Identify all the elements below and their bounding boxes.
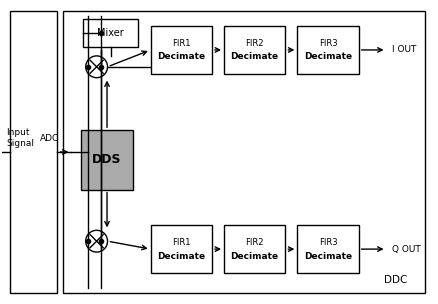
Text: Decimate: Decimate [231,251,279,261]
Text: FIR3: FIR3 [319,238,337,247]
Text: I OUT: I OUT [392,45,417,54]
Bar [83,19,138,47]
Text: FIR2: FIR2 [245,238,264,247]
Circle shape [86,56,107,78]
Bar [151,225,212,273]
Bar [297,26,359,74]
Text: Decimate: Decimate [157,251,205,261]
Text: FIR2: FIR2 [245,39,264,47]
Bar [10,11,57,293]
Text: Mixer: Mixer [97,28,124,38]
Bar [224,225,286,273]
Bar [297,225,359,273]
Text: Decimate: Decimate [304,251,352,261]
Text: FIR3: FIR3 [319,39,337,47]
Text: ADC: ADC [40,134,59,143]
Text: Decimate: Decimate [231,52,279,61]
Circle shape [86,230,107,252]
Text: FIR1: FIR1 [172,238,191,247]
Text: Decimate: Decimate [304,52,352,61]
Text: Decimate: Decimate [157,52,205,61]
Text: FIR1: FIR1 [172,39,191,47]
Bar [81,130,133,190]
Text: Input
Signal: Input Signal [6,128,34,148]
Text: DDS: DDS [92,154,122,166]
Bar [151,26,212,74]
Text: Q OUT: Q OUT [392,245,421,254]
Bar [224,26,286,74]
Text: DDC: DDC [384,275,407,285]
Bar [64,11,425,293]
